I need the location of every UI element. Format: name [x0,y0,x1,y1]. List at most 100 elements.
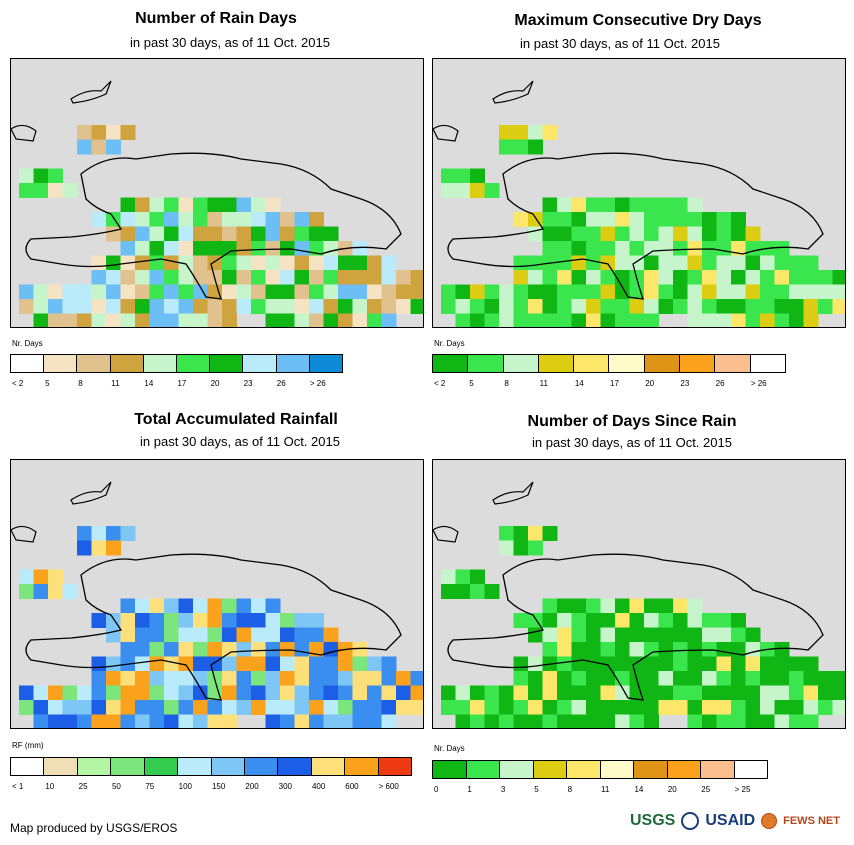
coastline-outline [447,553,824,701]
grid-cell [222,197,237,213]
grid-cell [178,255,194,271]
grid-cell [381,700,397,715]
grid-cell [571,642,587,657]
grid-cell [600,313,616,327]
legend-label: 14 [574,379,584,388]
legend-swatch [143,355,178,372]
grid-cell [338,671,353,686]
legend-label: 5 [534,785,539,794]
grid-cell [542,613,558,628]
grid-cell [381,714,397,728]
grid-cell [484,183,500,198]
grid-cell [120,197,136,213]
grid-cell [19,569,34,585]
grid-cell [586,241,601,256]
legend-label: 10 [45,782,55,791]
grid-cell [367,284,382,300]
grid-cell [528,685,543,701]
grid-cell [513,139,529,155]
grid-cell [629,627,645,643]
grid-cell [367,270,382,285]
grid-cell [571,241,587,256]
grid-cell [716,270,732,285]
panel2-title: Maximum Consecutive Dry Days [514,12,762,29]
grid-cell [222,642,237,657]
grid-cell [789,656,804,672]
grid-cell [309,714,324,728]
grid-cell [528,125,543,140]
grid-cell [265,197,281,213]
grid-cell [222,700,237,715]
grid-cell [120,270,136,285]
grid-cell [309,212,324,227]
grid-cell [48,685,63,701]
grid-cell [687,671,703,686]
panel1-legend-bar [10,354,343,373]
grid-cell [774,671,790,686]
grid-cell [745,226,761,242]
grid-cell [513,613,529,628]
grid-cell [586,642,601,657]
grid-cell [352,685,368,701]
legend-label: 8 [567,785,573,794]
legend-swatch [11,758,45,775]
grid-cell [149,642,165,657]
grid-cell [309,299,324,314]
grid-cell [557,700,572,715]
grid-cell [149,685,165,701]
grid-cell [600,226,616,242]
grid-cell [470,714,485,728]
grid-cell [381,299,397,314]
legend-label: 0 [434,785,439,794]
legend-label: < 2 [434,379,446,388]
coastline-outline [25,553,402,701]
legend-label: 17 [177,379,187,388]
grid-cell [106,226,121,242]
grid-cell [774,642,790,657]
grid-cell [19,584,34,599]
grid-cell [673,671,688,686]
grid-cell [193,642,208,657]
legend-swatch [433,761,467,778]
grid-cell [542,685,558,701]
grid-cell [33,299,49,314]
grid-cell [193,598,208,614]
grid-cell [499,700,514,715]
legend-swatch [44,758,78,775]
legend-label: > 26 [309,379,326,388]
grid-cell [280,685,295,701]
grid-cell [586,656,601,672]
grid-cell [673,270,688,285]
grid-cell [149,212,165,227]
grid-cell [280,270,295,285]
grid-cell [586,700,601,715]
grid-cell [832,685,845,701]
grid-cell [178,685,194,701]
legend-swatch [210,355,244,372]
grid-cell [106,700,121,715]
grid-cell [499,714,514,728]
grid-cell [600,656,616,672]
grid-cell [571,212,587,227]
grid-cell [106,299,121,314]
grid-cell [48,168,63,184]
grid-cell [774,700,790,715]
grid-cell [615,685,630,701]
grid-cell [207,685,223,701]
grid-cell [673,197,688,213]
grid-cell [499,139,514,155]
grid-cell [294,685,310,701]
grid-cell [265,685,281,701]
panel2-legend-labels: < 2 5 8 11 14 17 20 23 26 > 26 [432,379,784,388]
legend-label: 600 [345,782,359,791]
grid-cell [702,212,717,227]
grid-cell [33,168,49,184]
grid-cell [106,714,121,728]
grid-cell [265,299,281,314]
grid-cell [441,685,456,701]
grid-cell [352,671,368,686]
grid-cell [135,255,150,271]
grid-cell [542,598,558,614]
grid-cell [658,226,674,242]
grid-cell [542,270,558,285]
